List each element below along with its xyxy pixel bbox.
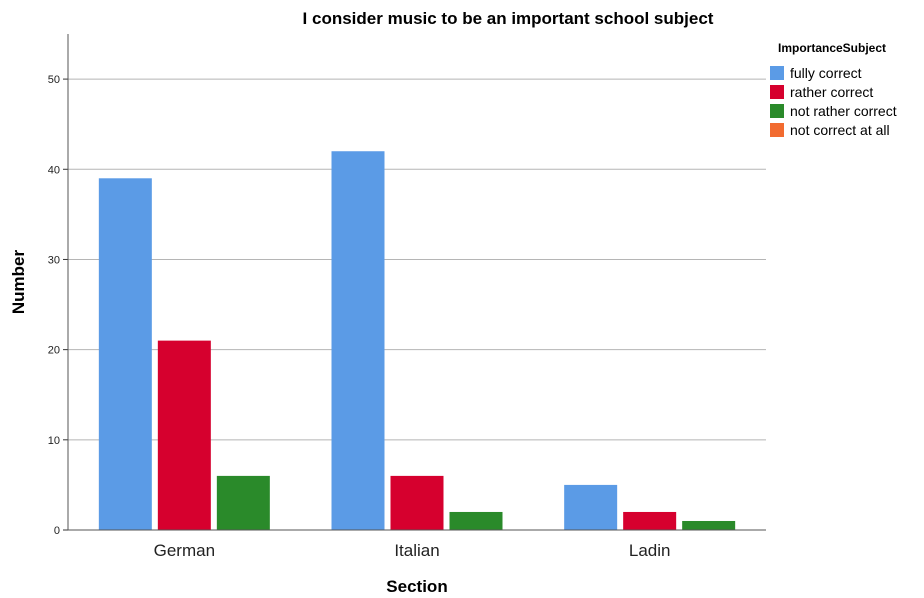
legend-title: ImportanceSubject bbox=[778, 41, 886, 55]
bar-ladin-not-rather-correct bbox=[682, 520, 736, 530]
bar-german-rather-correct bbox=[157, 340, 211, 530]
chart-title: I consider music to be an important scho… bbox=[303, 9, 714, 28]
bar-italian-rather-correct bbox=[390, 475, 444, 530]
legend-swatch bbox=[770, 104, 784, 118]
x-tick-label: Ladin bbox=[629, 541, 671, 560]
y-tick-label: 50 bbox=[48, 74, 60, 86]
legend-swatch bbox=[770, 85, 784, 99]
x-tick-label: Italian bbox=[394, 541, 439, 560]
y-tick-label: 20 bbox=[48, 345, 60, 357]
x-tick-labels: German Italian Ladin bbox=[154, 541, 671, 560]
y-tick-label: 30 bbox=[48, 254, 60, 266]
legend-swatch bbox=[770, 66, 784, 80]
bar-italian-fully-correct bbox=[331, 151, 385, 530]
y-axis-title: Number bbox=[9, 250, 28, 315]
bar-ladin-fully-correct bbox=[564, 484, 618, 530]
bar-german-fully-correct bbox=[98, 178, 152, 531]
bar-ladin-rather-correct bbox=[623, 511, 677, 530]
legend-label: not correct at all bbox=[790, 122, 890, 138]
legend-label: fully correct bbox=[790, 65, 862, 81]
bar-german-not-rather-correct bbox=[216, 475, 270, 530]
legend-label: rather correct bbox=[790, 84, 873, 100]
bar-italian-not-rather-correct bbox=[449, 511, 503, 530]
axes bbox=[67, 34, 766, 531]
legend-label: not rather correct bbox=[790, 103, 897, 119]
bars bbox=[98, 151, 736, 531]
y-tick-label: 40 bbox=[48, 164, 60, 176]
legend-swatch bbox=[770, 123, 784, 137]
legend: ImportanceSubject fully correct rather co… bbox=[770, 41, 897, 138]
y-tick-labels: 0 10 20 30 40 50 bbox=[48, 74, 60, 537]
x-tick-label: German bbox=[154, 541, 215, 560]
x-axis-title: Section bbox=[386, 577, 447, 596]
y-tick-label: 0 bbox=[54, 525, 60, 537]
y-tick-label: 10 bbox=[48, 435, 60, 447]
